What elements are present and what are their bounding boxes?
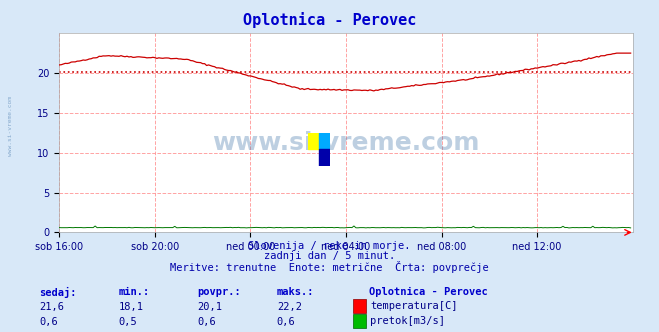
Text: maks.:: maks.: — [277, 287, 314, 297]
Text: Meritve: trenutne  Enote: metrične  Črta: povprečje: Meritve: trenutne Enote: metrične Črta: … — [170, 261, 489, 273]
Text: www.si-vreme.com: www.si-vreme.com — [8, 96, 13, 156]
Bar — [353, 299, 366, 313]
Text: 0,5: 0,5 — [119, 317, 137, 327]
Text: 22,2: 22,2 — [277, 302, 302, 312]
Text: 21,6: 21,6 — [40, 302, 65, 312]
Text: 20,1: 20,1 — [198, 302, 223, 312]
Text: Oplotnica - Perovec: Oplotnica - Perovec — [369, 287, 488, 297]
Text: min.:: min.: — [119, 287, 150, 297]
Text: Slovenija / reke in morje.: Slovenija / reke in morje. — [248, 241, 411, 251]
Text: 0,6: 0,6 — [40, 317, 58, 327]
Text: 0,6: 0,6 — [198, 317, 216, 327]
Bar — [319, 149, 330, 166]
Text: 0,6: 0,6 — [277, 317, 295, 327]
Text: sedaj:: sedaj: — [40, 287, 77, 298]
Bar — [308, 133, 319, 149]
Text: www.si-vreme.com: www.si-vreme.com — [212, 131, 480, 155]
Text: povpr.:: povpr.: — [198, 287, 241, 297]
Text: Oplotnica - Perovec: Oplotnica - Perovec — [243, 12, 416, 28]
Text: temperatura[C]: temperatura[C] — [370, 301, 458, 311]
Bar — [353, 314, 366, 328]
Text: zadnji dan / 5 minut.: zadnji dan / 5 minut. — [264, 251, 395, 261]
Text: pretok[m3/s]: pretok[m3/s] — [370, 316, 445, 326]
Text: 18,1: 18,1 — [119, 302, 144, 312]
Bar — [319, 133, 330, 149]
